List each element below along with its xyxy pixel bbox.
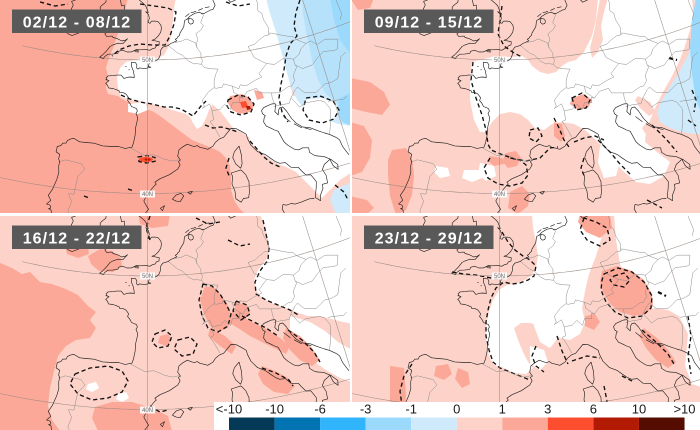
svg-text:02/12 - 08/12: 02/12 - 08/12 xyxy=(23,15,132,32)
svg-text:0: 0 xyxy=(453,402,460,417)
svg-text:1: 1 xyxy=(499,402,506,417)
svg-text:09/12 - 15/12: 09/12 - 15/12 xyxy=(375,15,484,32)
svg-text:-6: -6 xyxy=(314,402,326,417)
svg-text:16/12 - 22/12: 16/12 - 22/12 xyxy=(23,231,132,248)
svg-text:10: 10 xyxy=(632,402,646,417)
svg-text:-3: -3 xyxy=(360,402,372,417)
svg-text:6: 6 xyxy=(590,402,597,417)
svg-text:23/12 - 29/12: 23/12 - 29/12 xyxy=(375,231,484,248)
svg-text:3: 3 xyxy=(544,402,551,417)
svg-text:>10: >10 xyxy=(673,402,695,417)
svg-text:-1: -1 xyxy=(405,402,417,417)
svg-text:-10: -10 xyxy=(265,402,284,417)
svg-text:<-10: <-10 xyxy=(216,402,242,417)
